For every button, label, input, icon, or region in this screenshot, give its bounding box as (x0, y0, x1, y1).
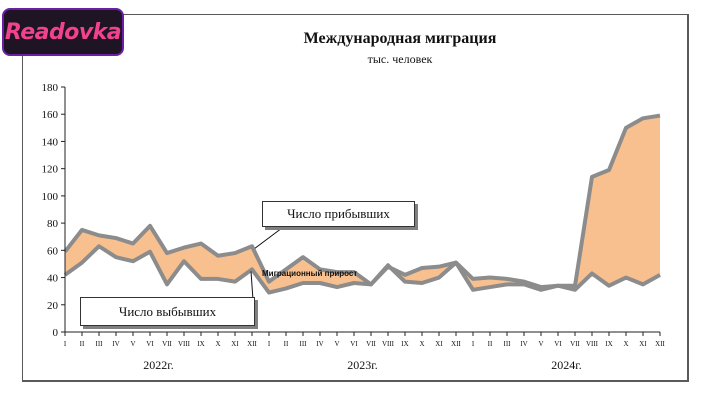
y-tick-label: 20 (47, 300, 59, 312)
arrivals-callout: Число прибывших (262, 201, 415, 227)
x-tick-label: II (488, 340, 493, 348)
net-migration-band (65, 115, 660, 293)
x-tick-label: VIII (178, 340, 191, 348)
readovka-logo: Readovka (2, 8, 124, 56)
y-tick-label: 160 (42, 109, 59, 121)
y-tick-label: 40 (47, 273, 59, 285)
x-tick-label: VI (146, 340, 154, 348)
arrivals-label: Число прибывших (287, 206, 390, 221)
x-tick-label: II (80, 340, 85, 348)
x-tick-label: VII (570, 340, 580, 348)
x-tick-label: XI (435, 340, 443, 348)
x-tick-label: X (419, 340, 424, 348)
y-tick-label: 100 (42, 191, 59, 203)
year-label: 2022г. (143, 358, 174, 372)
x-tick-label: X (623, 340, 628, 348)
x-tick-label: XII (451, 340, 461, 348)
y-tick-label: 80 (47, 218, 59, 230)
logo-text: Readovka (4, 19, 122, 45)
departures-line (63, 244, 661, 295)
x-tick-label: III (504, 340, 512, 348)
departures-callout: Число выбывших (80, 297, 255, 326)
y-tick-label: 60 (47, 245, 59, 257)
x-tick-label: IX (401, 340, 408, 348)
x-tick-label: I (64, 340, 67, 348)
x-tick-label: XII (247, 340, 257, 348)
x-tick-label: VI (554, 340, 562, 348)
year-label: 2023г. (347, 358, 378, 372)
x-tick-label: VIII (586, 340, 599, 348)
x-tick-label: VII (162, 340, 172, 348)
x-tick-label: X (215, 340, 220, 348)
y-tick-label: 140 (42, 136, 59, 148)
x-tick-label: III (300, 340, 308, 348)
x-tick-label: VII (366, 340, 376, 348)
x-tick-label: IV (316, 340, 323, 348)
x-tick-label: V (130, 340, 135, 348)
y-tick-label: 180 (42, 82, 59, 94)
y-tick-label: 120 (42, 164, 59, 176)
x-tick-label: IV (112, 340, 119, 348)
x-tick-label: XI (639, 340, 647, 348)
departures-callout-pointer (250, 271, 254, 301)
net-migration-label: Миграционный прирост (262, 269, 357, 278)
x-tick-label: I (472, 340, 475, 348)
chart-title: Международная миграция (303, 30, 497, 47)
x-tick-label: VIII (382, 340, 395, 348)
x-tick-label: II (284, 340, 289, 348)
arrivals-callout-pointer (254, 224, 287, 249)
x-tick-label: XII (655, 340, 665, 348)
x-tick-label: VI (350, 340, 358, 348)
departures-label: Число выбывших (118, 303, 217, 319)
x-tick-label: V (538, 340, 543, 348)
x-tick-label: IX (197, 340, 204, 348)
x-tick-label: IX (605, 340, 612, 348)
x-tick-label: III (96, 340, 104, 348)
x-tick-label: V (334, 340, 339, 348)
x-tick-label: XI (231, 340, 239, 348)
x-tick-label: I (268, 340, 271, 348)
chart-subtitle: тыс. человек (367, 52, 433, 66)
y-tick-label: 0 (53, 327, 59, 339)
year-label: 2024г. (551, 358, 582, 372)
x-tick-label: IV (520, 340, 527, 348)
